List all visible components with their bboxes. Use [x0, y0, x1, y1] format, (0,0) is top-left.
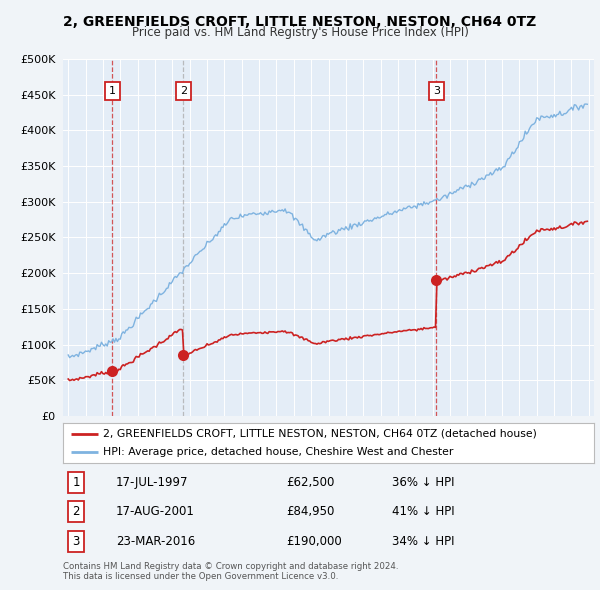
Text: 36% ↓ HPI: 36% ↓ HPI	[392, 476, 455, 489]
Text: 41% ↓ HPI: 41% ↓ HPI	[392, 505, 455, 519]
Text: 2, GREENFIELDS CROFT, LITTLE NESTON, NESTON, CH64 0TZ: 2, GREENFIELDS CROFT, LITTLE NESTON, NES…	[64, 15, 536, 30]
Text: 34% ↓ HPI: 34% ↓ HPI	[392, 535, 455, 548]
Text: Price paid vs. HM Land Registry's House Price Index (HPI): Price paid vs. HM Land Registry's House …	[131, 26, 469, 39]
Text: Contains HM Land Registry data © Crown copyright and database right 2024.
This d: Contains HM Land Registry data © Crown c…	[63, 562, 398, 581]
Text: HPI: Average price, detached house, Cheshire West and Chester: HPI: Average price, detached house, Ches…	[103, 447, 453, 457]
Text: 2: 2	[179, 86, 187, 96]
Text: £84,950: £84,950	[286, 505, 334, 519]
Text: 17-AUG-2001: 17-AUG-2001	[116, 505, 195, 519]
Text: 1: 1	[73, 476, 80, 489]
Text: 2: 2	[73, 505, 80, 519]
Text: 2, GREENFIELDS CROFT, LITTLE NESTON, NESTON, CH64 0TZ (detached house): 2, GREENFIELDS CROFT, LITTLE NESTON, NES…	[103, 429, 537, 439]
Text: 17-JUL-1997: 17-JUL-1997	[116, 476, 188, 489]
Text: 1: 1	[109, 86, 116, 96]
Text: £62,500: £62,500	[286, 476, 334, 489]
Text: 3: 3	[433, 86, 440, 96]
Text: 23-MAR-2016: 23-MAR-2016	[116, 535, 196, 548]
Text: 3: 3	[73, 535, 80, 548]
Text: £190,000: £190,000	[286, 535, 342, 548]
